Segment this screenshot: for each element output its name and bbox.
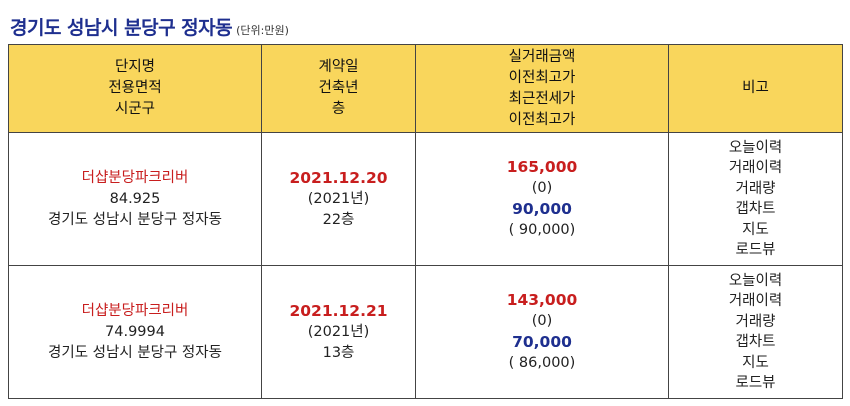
- title-row: 경기도 성남시 분당구 정자동 (단위:만원): [10, 14, 289, 40]
- unit-label: (단위:만원): [236, 24, 289, 37]
- area-value: 84.925: [109, 190, 161, 207]
- header-contract: 계약일 건축년 층: [261, 44, 416, 133]
- previous-high: (0): [531, 313, 553, 329]
- header-label: 층: [331, 101, 346, 117]
- remarks-cell: 오늘이력 거래이력 거래량 갭차트 지도 로드뷰: [668, 132, 843, 266]
- trade-price: 143,000: [506, 291, 578, 309]
- header-label: 실거래금액: [508, 48, 576, 65]
- floor-value: 13층: [322, 344, 355, 361]
- previous-high: (0): [531, 180, 553, 196]
- floor-value: 22층: [322, 211, 355, 228]
- road-view-link[interactable]: 로드뷰: [735, 242, 776, 258]
- header-remarks: 비고: [668, 44, 843, 133]
- map-link[interactable]: 지도: [742, 221, 769, 238]
- header-label: 이전최고가: [508, 69, 576, 86]
- today-history-link[interactable]: 오늘이력: [728, 272, 783, 289]
- today-history-link[interactable]: 오늘이력: [728, 139, 783, 156]
- table-row: 더샵분당파크리버 74.9994 경기도 성남시 분당구 정자동 2021.12…: [8, 265, 843, 399]
- built-year: (2021년): [307, 323, 370, 340]
- trade-history-link[interactable]: 거래이력: [728, 160, 783, 176]
- apartment-name-link[interactable]: 더샵분당파크리버: [81, 169, 189, 186]
- header-label: 단지명: [114, 59, 156, 75]
- header-label: 이전최고가: [508, 111, 576, 128]
- price-cell: 143,000 (0) 70,000 ( 86,000): [415, 265, 669, 399]
- header-price: 실거래금액 이전최고가 최근전세가 이전최고가: [415, 44, 669, 133]
- complex-cell: 더샵분당파크리버 84.925 경기도 성남시 분당구 정자동: [8, 132, 262, 266]
- gap-chart-link[interactable]: 갭차트: [735, 201, 776, 217]
- contract-cell: 2021.12.20 (2021년) 22층: [261, 132, 416, 266]
- jeonse-previous-high: ( 86,000): [508, 355, 576, 371]
- header-label: 비고: [742, 80, 769, 96]
- jeonse-previous-high: ( 90,000): [508, 222, 576, 238]
- remarks-cell: 오늘이력 거래이력 거래량 갭차트 지도 로드뷰: [668, 265, 843, 399]
- table-row: 더샵분당파크리버 84.925 경기도 성남시 분당구 정자동 2021.12.…: [8, 132, 843, 266]
- built-year: (2021년): [307, 190, 370, 207]
- trade-volume-link[interactable]: 거래량: [735, 180, 776, 197]
- trade-history-link[interactable]: 거래이력: [728, 293, 783, 309]
- apartment-name-link[interactable]: 더샵분당파크리버: [81, 302, 189, 319]
- contract-date: 2021.12.21: [289, 301, 388, 320]
- trade-volume-link[interactable]: 거래량: [735, 313, 776, 330]
- page-title: 경기도 성남시 분당구 정자동: [10, 17, 233, 39]
- map-link[interactable]: 지도: [742, 354, 769, 371]
- header-label: 시군구: [114, 101, 156, 117]
- header-label: 최근전세가: [508, 90, 576, 107]
- header-label: 전용면적: [108, 80, 162, 96]
- jeonse-price: 70,000: [512, 333, 572, 351]
- contract-cell: 2021.12.21 (2021년) 13층: [261, 265, 416, 399]
- jeonse-price: 90,000: [512, 200, 572, 218]
- region-value: 경기도 성남시 분당구 정자동: [48, 344, 222, 361]
- complex-cell: 더샵분당파크리버 74.9994 경기도 성남시 분당구 정자동: [8, 265, 262, 399]
- contract-date: 2021.12.20: [289, 168, 388, 187]
- transaction-table: 단지명 전용면적 시군구 계약일 건축년 층 실거래금액 이전최고가 최근전세가…: [8, 44, 843, 399]
- price-cell: 165,000 (0) 90,000 ( 90,000): [415, 132, 669, 266]
- area-value: 74.9994: [105, 323, 165, 340]
- header-label: 계약일: [318, 59, 359, 75]
- header-label: 건축년: [318, 80, 359, 96]
- trade-price: 165,000: [506, 158, 578, 176]
- gap-chart-link[interactable]: 갭차트: [735, 334, 776, 350]
- road-view-link[interactable]: 로드뷰: [735, 375, 776, 391]
- header-complex: 단지명 전용면적 시군구: [8, 44, 262, 133]
- header-row: 단지명 전용면적 시군구 계약일 건축년 층 실거래금액 이전최고가 최근전세가…: [8, 44, 843, 133]
- region-value: 경기도 성남시 분당구 정자동: [48, 211, 222, 228]
